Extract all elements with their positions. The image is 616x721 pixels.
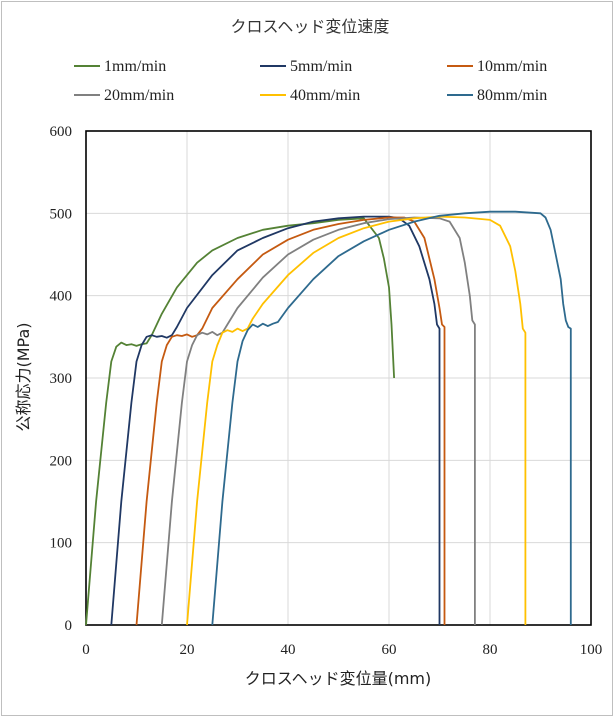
legend-label: 10mm/min [477, 58, 547, 75]
legend-label: 40mm/min [290, 87, 360, 104]
legend-title: クロスヘッド変位速度 [231, 17, 390, 36]
series-line-40mm-min [186, 215, 527, 626]
x-tick-label: 20 [180, 642, 195, 658]
y-tick-label: 500 [50, 206, 73, 222]
series-line-5mm-min [110, 215, 441, 626]
y-tick-label: 300 [50, 371, 73, 387]
legend-label: 1mm/min [104, 58, 166, 75]
x-tick-label: 80 [483, 642, 498, 658]
x-tick-label: 100 [580, 642, 603, 658]
legend-label: 20mm/min [104, 87, 174, 104]
y-tick-label: 200 [50, 453, 73, 469]
grid-lines [86, 131, 591, 625]
series-group [85, 210, 572, 626]
series-line-10mm-min [135, 216, 446, 626]
series-line-20mm-min [160, 216, 476, 626]
x-tick-label: 0 [82, 642, 90, 658]
y-tick-label: 100 [50, 536, 73, 552]
y-tick-label: 0 [65, 618, 73, 634]
x-tick-label: 40 [281, 642, 296, 658]
legend-label: 80mm/min [477, 87, 547, 104]
x-tick-labels: 0 20 40 60 80 100 [82, 642, 602, 658]
x-tick-label: 60 [382, 642, 397, 658]
series-line-1mm-min [85, 217, 395, 626]
x-axis-label: クロスヘッド変位量(mm) [245, 669, 432, 688]
y-axis-label: 公称応力(MPa) [14, 322, 33, 431]
y-tick-label: 400 [50, 289, 73, 305]
legend: 1mm/min 5mm/min 10mm/min 20mm/min 40mm/min 80… [74, 58, 547, 104]
y-tick-label: 600 [50, 124, 73, 140]
y-tick-labels: 0 100 200 300 400 500 600 [50, 124, 73, 634]
legend-label: 5mm/min [290, 58, 352, 75]
plot-area [85, 130, 592, 626]
series-line-80mm-min [211, 210, 572, 626]
